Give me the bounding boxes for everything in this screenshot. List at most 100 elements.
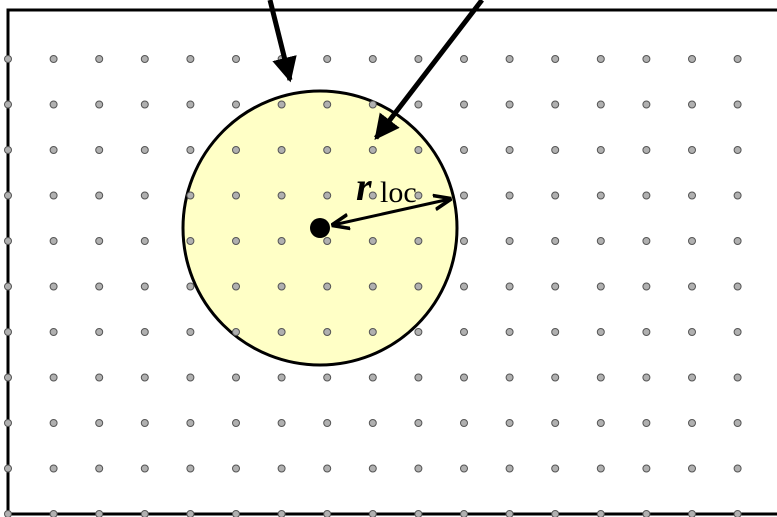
grid-point: [596, 191, 605, 200]
grid-point: [186, 510, 195, 517]
grid-point: [505, 419, 514, 427]
grid-point: [4, 510, 12, 517]
grid-point: [186, 55, 195, 63]
grid-point: [4, 55, 12, 63]
grid-point: [186, 373, 195, 382]
grid-point: [368, 282, 377, 291]
grid-point: [49, 419, 58, 427]
grid-point: [596, 373, 605, 382]
grid-point: [733, 237, 742, 245]
grid-point: [505, 510, 514, 517]
grid-point: [323, 464, 332, 473]
grid-point: [368, 328, 377, 336]
grid-point: [414, 373, 423, 382]
grid-point: [95, 55, 104, 63]
grid-point: [596, 100, 605, 109]
grid-point: [642, 191, 651, 200]
grid-point: [323, 419, 332, 427]
grid-point: [551, 237, 560, 245]
grid-point: [460, 464, 468, 473]
grid-point: [414, 55, 423, 63]
grid-point: [49, 146, 58, 154]
grid-point: [596, 146, 605, 154]
grid-point: [4, 464, 12, 473]
grid-point: [140, 237, 149, 245]
grid-point: [140, 464, 149, 473]
grid-point: [186, 464, 195, 473]
grid-point: [186, 328, 195, 336]
grid-point: [277, 100, 286, 109]
grid-point: [551, 146, 560, 154]
grid-point: [460, 146, 468, 154]
grid-point: [414, 282, 423, 291]
grid-point: [733, 419, 742, 427]
grid-point: [460, 510, 468, 517]
grid-point: [140, 191, 149, 200]
grid-point: [140, 282, 149, 291]
grid-point: [642, 55, 651, 63]
grid-point: [49, 100, 58, 109]
grid-point: [688, 510, 696, 517]
grid-point: [49, 373, 58, 382]
grid-point: [232, 510, 240, 517]
grid-point: [323, 373, 332, 382]
grid-point: [460, 419, 468, 427]
grid-point: [505, 464, 514, 473]
grid-point: [505, 100, 514, 109]
grid-point: [642, 373, 651, 382]
grid-point: [551, 191, 560, 200]
grid-point: [4, 282, 12, 291]
grid-point: [232, 146, 240, 154]
grid-point: [688, 237, 696, 245]
grid-point: [140, 328, 149, 336]
grid-point: [368, 146, 377, 154]
grid-point: [596, 464, 605, 473]
grid-point: [596, 328, 605, 336]
grid-point: [414, 419, 423, 427]
grid-point: [95, 100, 104, 109]
pointer-arrow: [267, 0, 297, 83]
grid-point: [232, 464, 240, 473]
grid-point: [596, 419, 605, 427]
grid-point: [688, 328, 696, 336]
grid-point: [596, 55, 605, 63]
grid-point: [733, 100, 742, 109]
grid-point: [4, 419, 12, 427]
pointer-arrow: [374, 0, 484, 140]
grid-point: [140, 373, 149, 382]
grid-point: [460, 282, 468, 291]
grid-point: [323, 328, 332, 336]
grid-point: [95, 282, 104, 291]
grid-point: [460, 373, 468, 382]
grid-point: [95, 510, 104, 517]
grid-point: [232, 419, 240, 427]
grid-point: [460, 328, 468, 336]
grid-point: [323, 55, 332, 63]
grid-point: [733, 464, 742, 473]
grid-point: [733, 282, 742, 291]
grid-point: [368, 464, 377, 473]
grid-point: [596, 237, 605, 245]
grid-point: [277, 237, 286, 245]
grid-point: [642, 328, 651, 336]
grid-point: [505, 282, 514, 291]
grid-point: [551, 282, 560, 291]
grid-points: [4, 55, 742, 517]
radius-arrow: [333, 199, 450, 225]
grid-point: [688, 191, 696, 200]
grid-point: [551, 464, 560, 473]
grid-point: [642, 100, 651, 109]
grid-point: [277, 373, 286, 382]
grid-point: [277, 328, 286, 336]
grid-point: [688, 282, 696, 291]
grid-point: [642, 510, 651, 517]
grid-point: [551, 510, 560, 517]
grid-point: [49, 282, 58, 291]
grid-point: [505, 373, 514, 382]
grid-point: [49, 237, 58, 245]
grid-point: [414, 464, 423, 473]
grid-point: [186, 191, 195, 200]
center-point: [310, 218, 330, 238]
